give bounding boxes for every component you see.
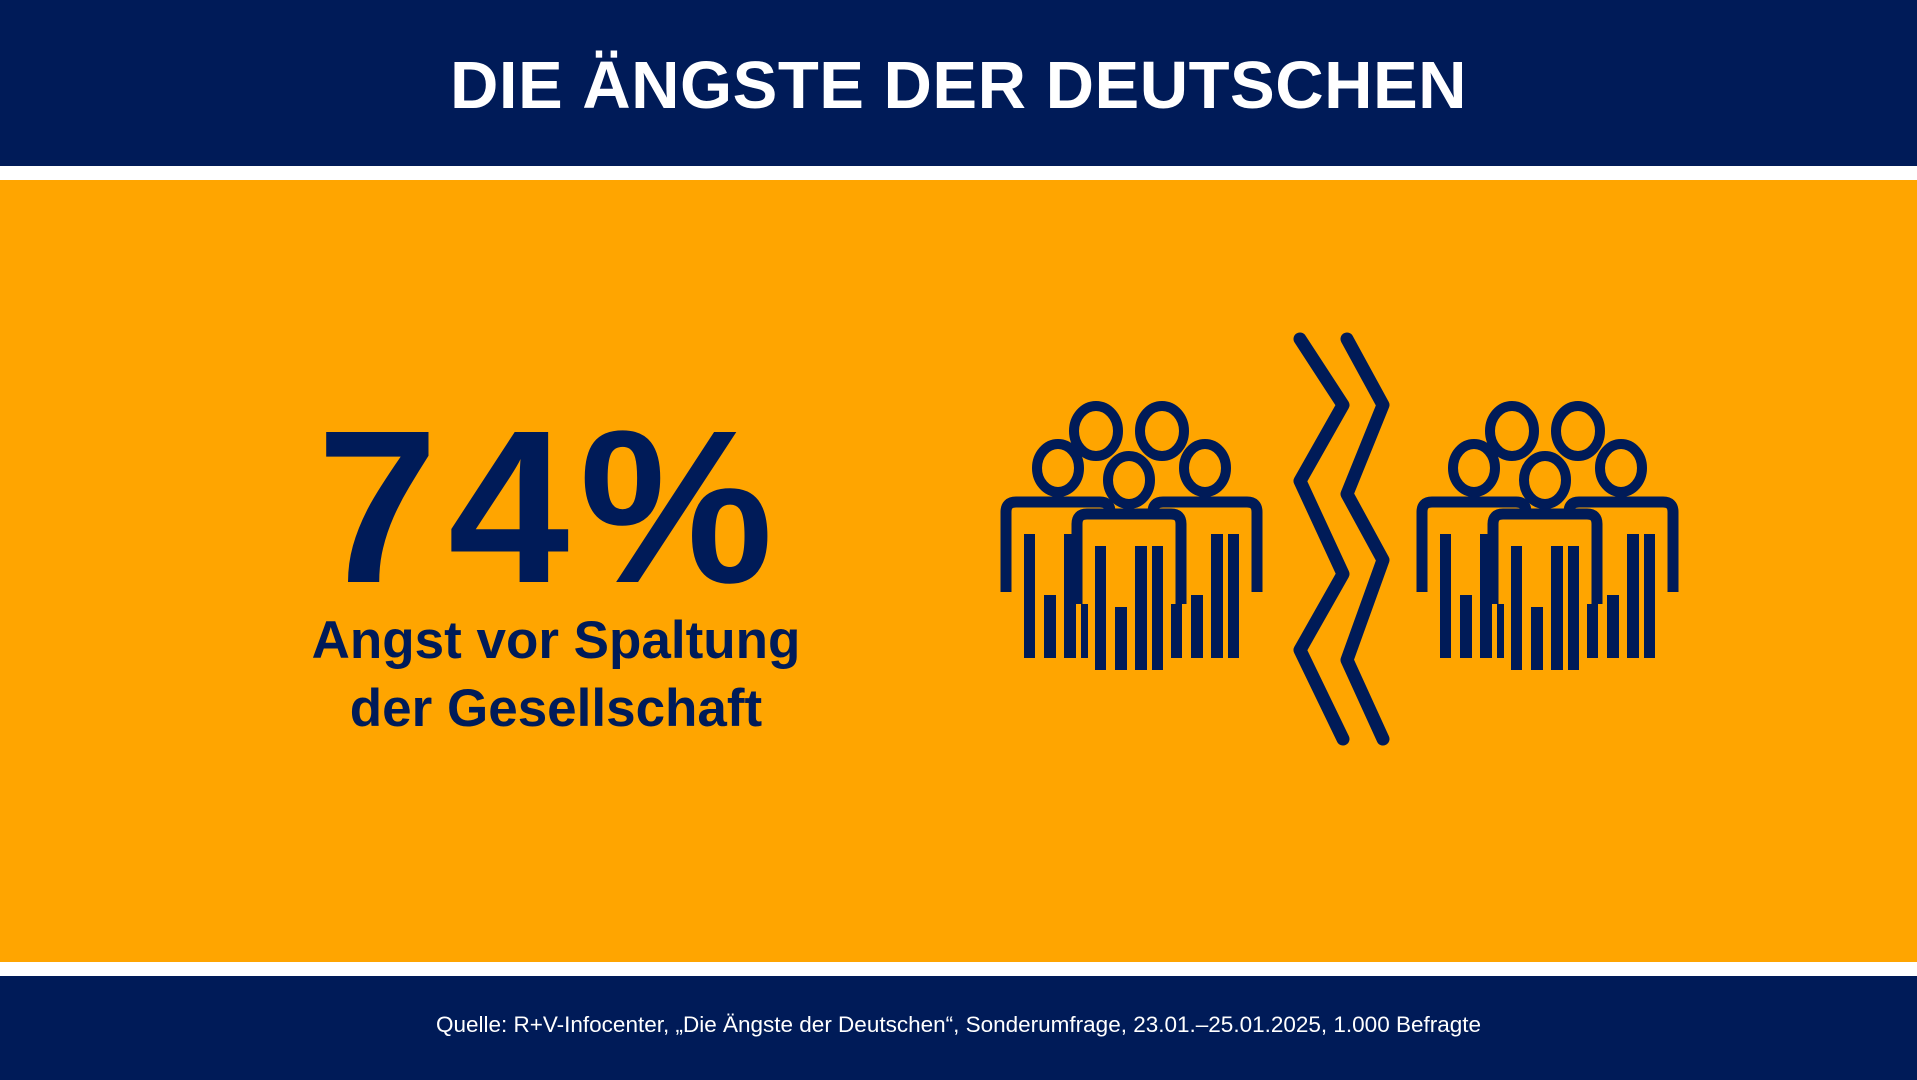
- statistic-label-line2: der Gesellschaft: [349, 679, 763, 738]
- left-people-group-icon: [1006, 406, 1257, 670]
- page-title: DIE ÄNGSTE DER DEUTSCHEN: [449, 48, 1468, 123]
- source-note: Quelle: R+V-Infocenter, „Die Ängste der …: [435, 1012, 1482, 1037]
- header-bar: DIE ÄNGSTE DER DEUTSCHEN: [0, 0, 1917, 166]
- statistic-label-line1: Angst vor Spaltung: [311, 611, 801, 670]
- split-zigzag-icon: [1293, 332, 1390, 746]
- footer-bar: Quelle: R+V-Infocenter, „Die Ängste der …: [0, 976, 1917, 1080]
- percentage-value: 74%: [316, 386, 784, 629]
- right-people-group-icon: [1422, 406, 1673, 670]
